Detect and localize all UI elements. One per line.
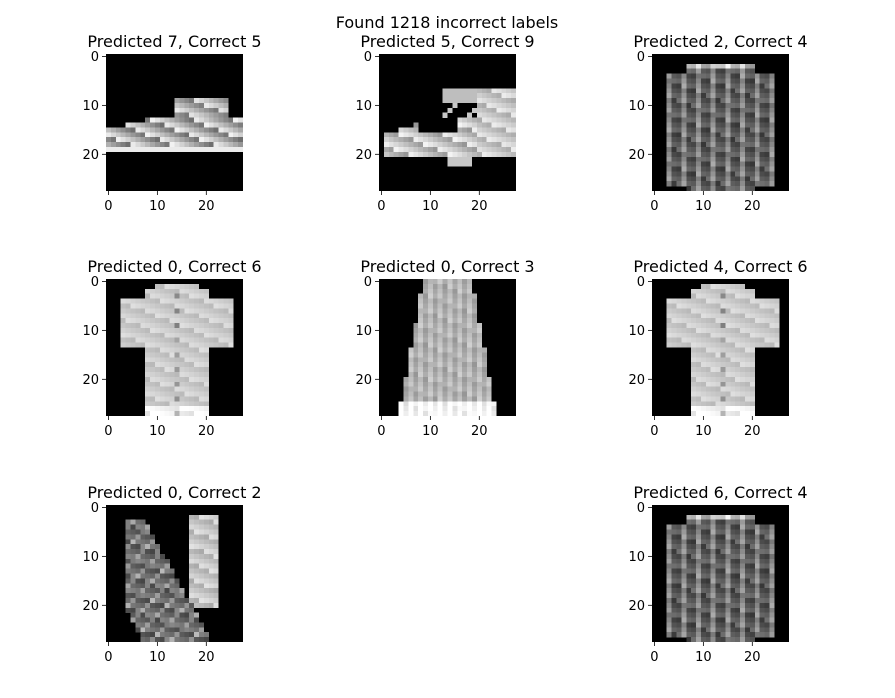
- x-tick-label: 10: [149, 424, 166, 439]
- y-tick-label: 0: [637, 50, 645, 65]
- y-tick-label: 20: [355, 148, 372, 163]
- figure-title: Found 1218 incorrect labels: [336, 13, 558, 32]
- x-tick-label: 0: [377, 424, 385, 439]
- x-tick-label: 20: [744, 650, 761, 665]
- y-tick-label: 10: [82, 99, 99, 114]
- y-tick-label: 20: [82, 373, 99, 388]
- image-pixels: [383, 88, 517, 167]
- y-tick-label: 20: [628, 148, 645, 163]
- image-pixels: [398, 279, 497, 417]
- image-pixels: [120, 283, 234, 417]
- panel-title: Predicted 5, Correct 9: [360, 32, 534, 51]
- y-tick-label: 0: [91, 501, 99, 516]
- image-pixels: [666, 283, 780, 417]
- x-tick-label: 20: [198, 199, 215, 214]
- y-tick-label: 10: [628, 99, 645, 114]
- x-tick-label: 0: [104, 199, 112, 214]
- panel-title: Predicted 0, Correct 3: [360, 257, 534, 276]
- x-tick-label: 0: [104, 650, 112, 665]
- y-tick-label: 20: [628, 373, 645, 388]
- x-tick-label: 10: [422, 199, 439, 214]
- y-tick-label: 10: [82, 324, 99, 339]
- x-tick-label: 20: [198, 424, 215, 439]
- panel-title: Predicted 2, Correct 4: [633, 32, 807, 51]
- y-tick-label: 0: [364, 50, 372, 65]
- panel-title: Predicted 0, Correct 6: [87, 257, 261, 276]
- panel-title: Predicted 6, Correct 4: [633, 483, 807, 502]
- y-tick-label: 0: [637, 501, 645, 516]
- panel-title: Predicted 0, Correct 2: [87, 483, 261, 502]
- x-tick-label: 0: [377, 199, 385, 214]
- y-tick-label: 10: [355, 99, 372, 114]
- y-tick-label: 10: [82, 550, 99, 565]
- x-tick-label: 20: [744, 424, 761, 439]
- image-pixels: [666, 63, 775, 192]
- x-tick-label: 10: [695, 424, 712, 439]
- panel-title: Predicted 4, Correct 6: [633, 257, 807, 276]
- image-pixels: [125, 514, 219, 643]
- x-tick-label: 10: [695, 199, 712, 214]
- x-tick-label: 0: [650, 424, 658, 439]
- x-tick-label: 10: [695, 650, 712, 665]
- x-tick-label: 20: [471, 199, 488, 214]
- image-pixels: [666, 514, 775, 643]
- y-tick-label: 20: [628, 599, 645, 614]
- y-tick-label: 0: [637, 275, 645, 290]
- x-tick-label: 10: [149, 199, 166, 214]
- y-tick-label: 10: [628, 550, 645, 565]
- x-tick-label: 0: [650, 650, 658, 665]
- panel-title: Predicted 7, Correct 5: [87, 32, 261, 51]
- x-tick-label: 0: [650, 199, 658, 214]
- image-pixels: [106, 98, 244, 152]
- y-tick-label: 0: [91, 275, 99, 290]
- x-tick-label: 10: [422, 424, 439, 439]
- y-tick-label: 0: [364, 275, 372, 290]
- x-tick-label: 20: [198, 650, 215, 665]
- y-tick-label: 20: [82, 599, 99, 614]
- y-tick-label: 20: [82, 148, 99, 163]
- y-tick-label: 10: [355, 324, 372, 339]
- y-tick-label: 20: [355, 373, 372, 388]
- x-tick-label: 10: [149, 650, 166, 665]
- panel-grid: Predicted 7, Correct 50 10 2001020Predicte…: [82, 32, 807, 665]
- y-tick-label: 0: [91, 50, 99, 65]
- x-tick-label: 20: [471, 424, 488, 439]
- x-tick-label: 0: [104, 424, 112, 439]
- x-tick-label: 20: [744, 199, 761, 214]
- y-tick-label: 10: [628, 324, 645, 339]
